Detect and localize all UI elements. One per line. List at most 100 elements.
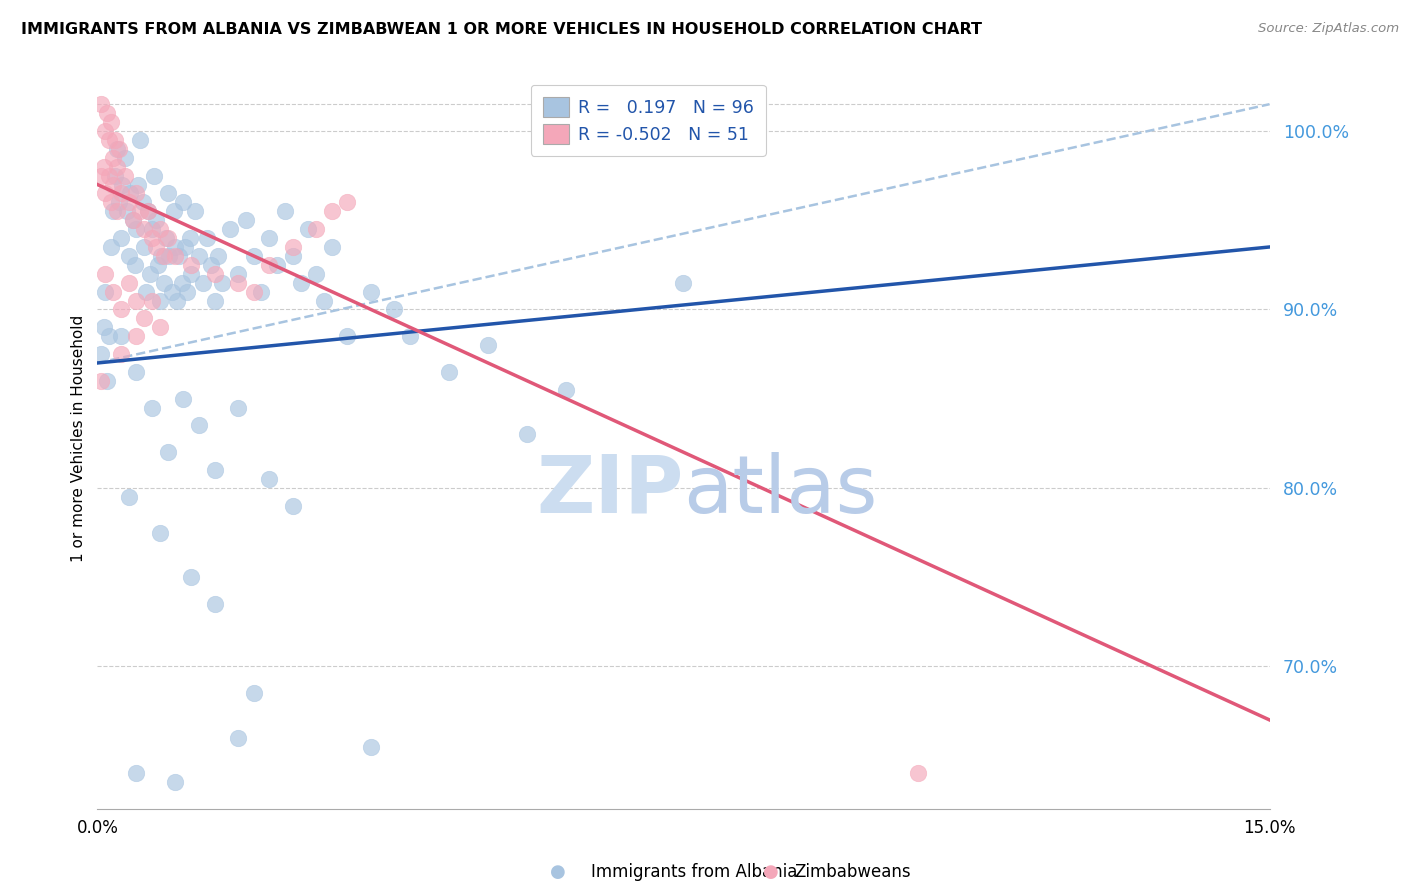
Point bbox=[110, 347, 132, 361]
Point bbox=[281, 249, 304, 263]
Text: ZIP: ZIP bbox=[536, 451, 683, 530]
Point bbox=[360, 739, 382, 754]
Point bbox=[117, 490, 139, 504]
Point bbox=[125, 186, 148, 201]
Point bbox=[98, 169, 121, 183]
Point bbox=[360, 285, 382, 299]
Point bbox=[305, 267, 328, 281]
Point bbox=[226, 267, 249, 281]
Point bbox=[336, 329, 359, 343]
Point bbox=[101, 204, 124, 219]
Point bbox=[117, 276, 139, 290]
Point bbox=[96, 374, 118, 388]
Point bbox=[93, 160, 115, 174]
Point bbox=[336, 195, 359, 210]
Point bbox=[156, 445, 179, 459]
Point bbox=[121, 213, 143, 227]
Point bbox=[157, 249, 180, 263]
Point bbox=[170, 276, 193, 290]
Point bbox=[312, 293, 335, 308]
Point bbox=[176, 285, 198, 299]
Point bbox=[100, 195, 122, 210]
Text: ●: ● bbox=[550, 863, 567, 881]
Point bbox=[166, 293, 188, 308]
Point bbox=[142, 169, 165, 183]
Point bbox=[399, 329, 422, 343]
Point bbox=[101, 285, 124, 299]
Point bbox=[165, 775, 187, 789]
Point bbox=[90, 97, 112, 112]
Point bbox=[139, 267, 162, 281]
Point bbox=[163, 204, 186, 219]
Point bbox=[321, 240, 343, 254]
Point bbox=[165, 249, 187, 263]
Point bbox=[124, 258, 146, 272]
Point bbox=[152, 249, 174, 263]
Point bbox=[135, 285, 157, 299]
Text: IMMIGRANTS FROM ALBANIA VS ZIMBABWEAN 1 OR MORE VEHICLES IN HOUSEHOLD CORRELATIO: IMMIGRANTS FROM ALBANIA VS ZIMBABWEAN 1 … bbox=[21, 22, 981, 37]
Point bbox=[149, 222, 172, 236]
Point bbox=[259, 258, 281, 272]
Point bbox=[94, 285, 117, 299]
Point bbox=[204, 267, 226, 281]
Point bbox=[125, 222, 148, 236]
Point bbox=[204, 293, 226, 308]
Point bbox=[114, 151, 136, 165]
Point bbox=[477, 338, 499, 352]
Point bbox=[235, 213, 257, 227]
Point bbox=[117, 249, 139, 263]
Point bbox=[134, 240, 156, 254]
Point bbox=[305, 222, 328, 236]
Point bbox=[149, 320, 172, 334]
Point bbox=[555, 383, 578, 397]
Point bbox=[155, 231, 177, 245]
Point bbox=[226, 401, 249, 415]
Point bbox=[160, 285, 183, 299]
Point bbox=[90, 347, 112, 361]
Point bbox=[120, 186, 142, 201]
Point bbox=[103, 169, 125, 183]
Point bbox=[141, 222, 163, 236]
Point bbox=[125, 766, 148, 780]
Point bbox=[129, 204, 152, 219]
Point bbox=[150, 249, 173, 263]
Point bbox=[187, 418, 209, 433]
Point bbox=[90, 169, 112, 183]
Point bbox=[100, 240, 122, 254]
Point bbox=[259, 231, 281, 245]
Point bbox=[149, 525, 172, 540]
Point bbox=[108, 142, 131, 156]
Point bbox=[297, 222, 319, 236]
Point bbox=[437, 365, 460, 379]
Point bbox=[114, 169, 136, 183]
Point bbox=[145, 213, 167, 227]
Point bbox=[105, 160, 128, 174]
Point bbox=[200, 258, 222, 272]
Point bbox=[219, 222, 242, 236]
Y-axis label: 1 or more Vehicles in Household: 1 or more Vehicles in Household bbox=[72, 315, 86, 563]
Point bbox=[98, 133, 121, 147]
Point bbox=[259, 472, 281, 486]
Point bbox=[187, 249, 209, 263]
Point bbox=[108, 195, 131, 210]
Point bbox=[110, 329, 132, 343]
Point bbox=[136, 204, 159, 219]
Point bbox=[180, 570, 202, 584]
Point bbox=[141, 293, 163, 308]
Point bbox=[100, 115, 122, 129]
Point bbox=[266, 258, 288, 272]
Point bbox=[111, 178, 134, 192]
Point bbox=[101, 178, 124, 192]
Point bbox=[141, 401, 163, 415]
Point bbox=[94, 267, 117, 281]
Point bbox=[184, 204, 207, 219]
Point bbox=[207, 249, 229, 263]
Point bbox=[180, 258, 202, 272]
Text: Zimbabweans: Zimbabweans bbox=[794, 863, 911, 881]
Point bbox=[90, 374, 112, 388]
Point bbox=[136, 204, 159, 219]
Point bbox=[290, 276, 312, 290]
Point bbox=[226, 731, 249, 745]
Point bbox=[156, 231, 179, 245]
Point bbox=[125, 365, 148, 379]
